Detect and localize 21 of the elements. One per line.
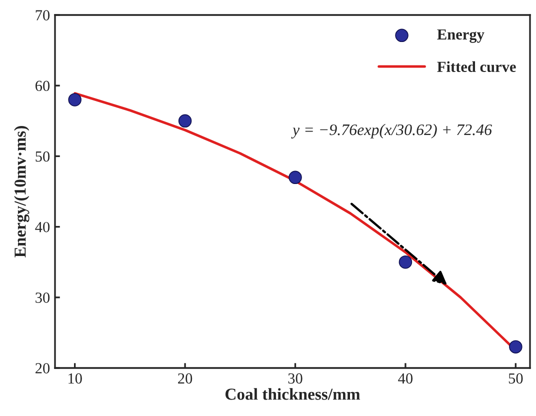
x-tick-label: 40 <box>398 373 413 384</box>
point <box>68 93 82 106</box>
y-tick-label: 30 <box>36 292 50 303</box>
x-tick-label: 10 <box>68 373 82 384</box>
y-axis-title: Energy/(10mv·ms) <box>14 126 30 258</box>
legend-label: Fitted curve <box>437 61 516 72</box>
x-tick-label: 50 <box>508 373 523 384</box>
x-tick-label: 30 <box>288 373 302 384</box>
annotation: y = −9.76exp(x/30.62) + 72.46 <box>291 124 492 138</box>
y-tick-label: 50 <box>36 151 50 162</box>
point <box>178 114 192 128</box>
y-tick-label: 70 <box>36 10 50 20</box>
x-tick-label: 20 <box>178 373 192 384</box>
point <box>288 170 302 184</box>
y-tick-label: 20 <box>36 363 50 374</box>
y-tick-label: 40 <box>35 222 50 232</box>
point <box>398 255 412 269</box>
point <box>509 340 522 354</box>
x-axis-title: Coal thickness/mm <box>225 388 360 400</box>
legend-label: Energy <box>437 29 484 43</box>
y-tick-label: 60 <box>36 80 50 92</box>
